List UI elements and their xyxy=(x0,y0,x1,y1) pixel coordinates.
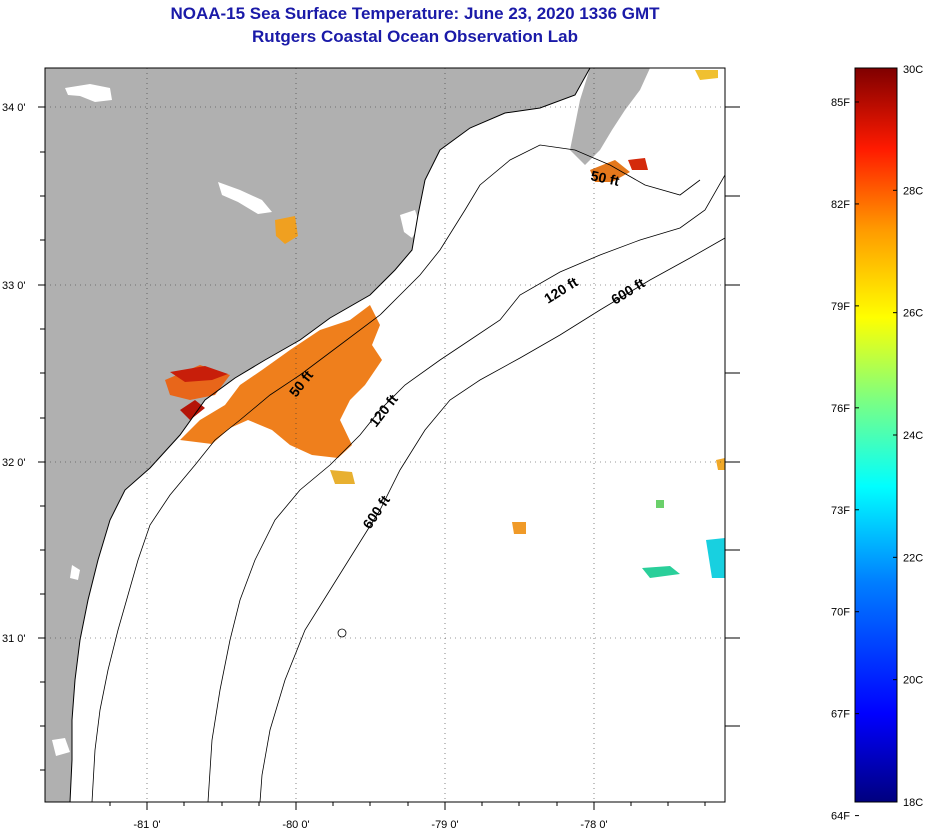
sst-warm-patch xyxy=(275,216,298,244)
land-mass xyxy=(45,68,590,802)
lon-tick-label: -81 0' xyxy=(133,819,160,831)
colorbar-celsius-label: 22C xyxy=(903,552,923,564)
colorbar-fahrenheit-label: 82F xyxy=(831,199,850,211)
sst-warm-patch xyxy=(590,160,630,182)
colorbar-celsius-label: 26C xyxy=(903,308,923,320)
chart-titles: NOAA-15 Sea Surface Temperature: June 23… xyxy=(0,2,830,48)
isobath-600ft xyxy=(259,237,725,802)
colorbar-celsius-labels: 30C 28C 26C 24C 22C 20C 18C xyxy=(893,64,923,809)
lat-tick-label: 31 0' xyxy=(2,633,26,645)
colorbar-fahrenheit-label: 76F xyxy=(831,403,850,415)
lat-tick-label: 33 0' xyxy=(2,280,26,292)
colorbar xyxy=(854,67,898,803)
colorbar-fahrenheit-label: 79F xyxy=(831,301,850,313)
lon-tick-label: -80 0' xyxy=(282,819,309,831)
sst-warm-patch xyxy=(716,458,725,470)
lake-patch xyxy=(52,738,70,756)
sst-warm-patch xyxy=(695,70,718,80)
colorbar-fahrenheit-label: 85F xyxy=(831,97,850,109)
colorbar-fahrenheit-label: 67F xyxy=(831,709,850,721)
coastline xyxy=(69,68,591,802)
isobath-50ft xyxy=(91,144,701,802)
lake-patch xyxy=(65,84,112,102)
sst-warm-patch xyxy=(180,305,382,458)
graticule xyxy=(45,68,725,802)
axis-ticks xyxy=(38,106,740,810)
seamount-contour xyxy=(337,628,347,638)
map-frame xyxy=(44,67,726,803)
sst-hot-patch xyxy=(628,158,648,170)
isobath-120ft xyxy=(207,174,725,802)
lake-patch xyxy=(218,182,272,214)
land-cape-north xyxy=(570,68,650,165)
colorbar-fahrenheit-labels: 85F 82F 79F 76F 73F 70F 67F 64F xyxy=(831,97,859,823)
sst-hot-patch xyxy=(180,400,205,420)
colorbar-celsius-label: 30C xyxy=(903,64,923,76)
sst-cyan-patch xyxy=(706,538,725,578)
lat-tick-label: 34 0' xyxy=(2,102,26,114)
sst-warm-patch xyxy=(330,470,355,484)
colorbar-fahrenheit-label: 64F xyxy=(831,811,850,823)
colorbar-celsius-label: 24C xyxy=(903,430,923,442)
colorbar-fahrenheit-label: 70F xyxy=(831,607,850,619)
colorbar-fahrenheit-label: 73F xyxy=(831,505,850,517)
lake-patch xyxy=(70,565,80,580)
sst-green-patch xyxy=(642,566,680,578)
map-plot-area: 50 ft 50 ft 120 ft 120 ft 600 ft 600 ft xyxy=(45,68,725,802)
map-subtitle: Rutgers Coastal Ocean Observation Lab xyxy=(252,27,578,46)
colorbar-celsius-label: 18C xyxy=(903,797,923,809)
lon-tick-label: -78 0' xyxy=(580,819,607,831)
lon-tick-label: -79 0' xyxy=(431,819,458,831)
sst-green-patch xyxy=(656,500,664,508)
sst-warm-patch xyxy=(512,522,526,534)
lat-tick-label: 32 0' xyxy=(2,457,26,469)
colorbar-celsius-label: 20C xyxy=(903,675,923,687)
sst-hot-patch xyxy=(170,366,228,382)
contour-label: 50 ft xyxy=(589,167,621,189)
map-title: NOAA-15 Sea Surface Temperature: June 23… xyxy=(170,4,660,23)
colorbar-celsius-label: 28C xyxy=(903,185,923,197)
